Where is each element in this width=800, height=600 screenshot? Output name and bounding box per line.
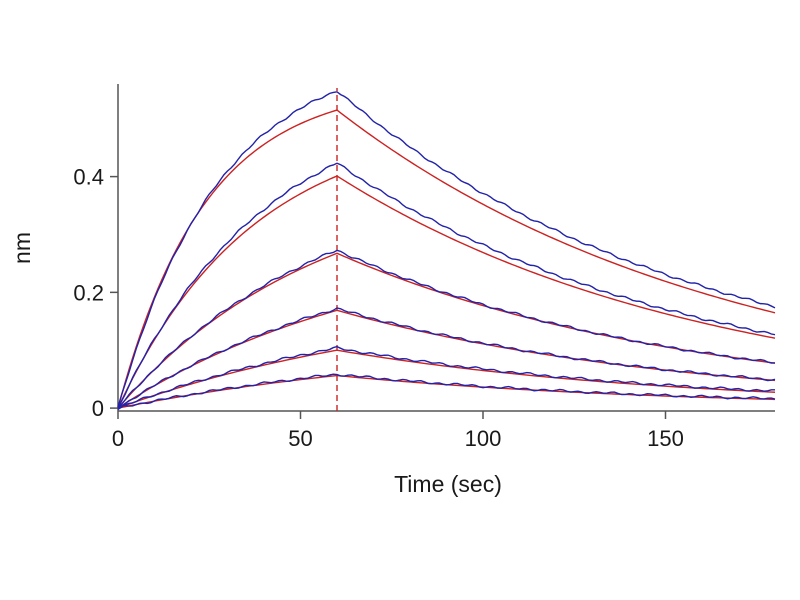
x-tick-label: 150: [647, 426, 684, 451]
x-tick-label: 100: [465, 426, 502, 451]
data-trace-conc-5: [117, 345, 776, 410]
fit-trace-conc-6: [117, 374, 776, 409]
axes-layer: 0 50 100 150 0 0.2 0.4: [73, 84, 775, 451]
y-tick-label: 0: [92, 396, 104, 421]
data-trace-conc-2: [117, 162, 776, 409]
curves-layer: [117, 88, 776, 411]
x-tick-label: 50: [288, 426, 312, 451]
x-axis-title: Time (sec): [394, 471, 502, 497]
fit-trace-conc-5: [117, 349, 776, 409]
data-trace-conc-1: [117, 91, 776, 408]
data-trace-conc-6: [117, 373, 776, 409]
y-tick-label: 0.4: [73, 165, 104, 190]
fit-trace-conc-2: [117, 175, 776, 409]
fit-trace-conc-4: [117, 309, 776, 409]
data-trace-conc-3: [117, 249, 776, 409]
x-tick-label: 0: [112, 426, 124, 451]
y-tick-label: 0.2: [73, 280, 104, 305]
data-trace-conc-4: [117, 307, 776, 410]
y-axis-title: nm: [9, 232, 35, 264]
fit-trace-conc-1: [117, 109, 776, 409]
